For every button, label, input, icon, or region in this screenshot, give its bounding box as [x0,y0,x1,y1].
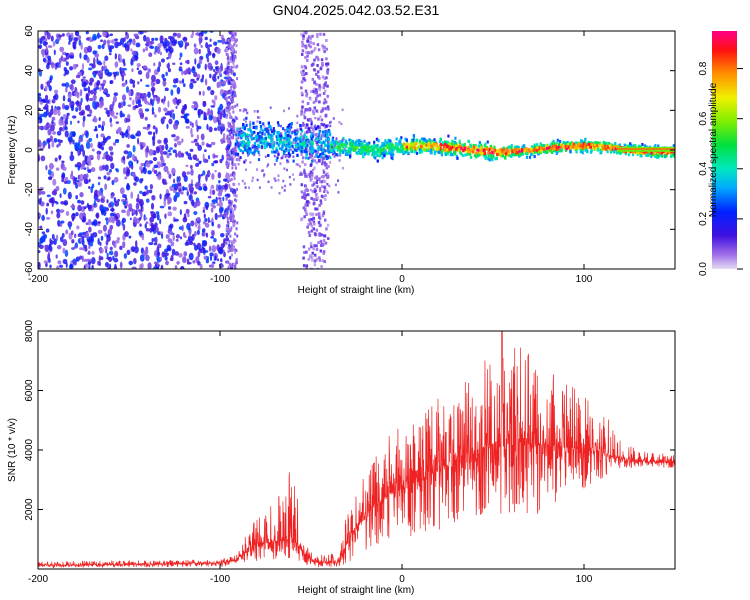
snr-ytick-label: 6000 [24,379,35,402]
colorbar: 0.0 0.2 0.4 0.6 0.8 Normalized spectral ampl… [698,31,743,276]
spectrogram-xtick-label: 100 [576,274,593,285]
spectrogram-ytick-label: -20 [24,182,35,197]
spectrogram-ytick-label: 0 [24,147,35,153]
colorbar-tick-label: 0.2 [698,212,709,226]
snr-line [38,331,675,569]
colorbar-label: Normalized spectral amplitude [708,82,719,217]
snr-xtick-label: -200 [28,574,48,585]
spectrogram-xlabel: Height of straight line (km) [298,285,415,296]
colorbar-scale [712,31,737,269]
snr-panel: -200 -100 0 100 8000 6000 4000 2000 Height of s… [7,319,676,596]
spectrogram-ylabel: Frequency (Hz) [7,116,18,185]
spectrogram-ticks: -200 -100 0 100 60 40 20 0 -20 -40 -60 [24,25,675,285]
spectrogram-xtick-label: -200 [28,274,48,285]
spectrogram-ytick-label: 60 [24,25,35,37]
snr-ytick-label: 2000 [24,498,35,521]
snr-xtick-label: 100 [576,574,593,585]
snr-ytick-label: 4000 [24,438,35,461]
spectrogram-ytick-label: -40 [24,222,35,237]
snr-series [38,331,675,569]
colorbar-tick-label: 0.4 [698,161,709,175]
snr-xlabel: Height of straight line (km) [298,585,415,596]
spectrogram-panel: -200 -100 0 100 60 40 20 0 -20 -40 -60 Height of s… [7,25,676,296]
snr-ytick-label: 8000 [24,319,35,342]
colorbar-ticks: 0.0 0.2 0.4 0.6 0.8 [698,61,743,276]
spectrogram-ytick-label: -60 [24,261,35,276]
colorbar-tick-label: 0.8 [698,61,709,75]
spectrogram-ytick-label: 40 [24,65,35,77]
snr-xtick-label: -100 [210,574,230,585]
snr-ylabel: SNR (10 * v/v) [7,418,18,482]
spectrogram-heatmap [38,31,675,269]
snr-ticks: -200 -100 0 100 8000 6000 4000 2000 [24,319,675,585]
colorbar-tick-label: 0.6 [698,111,709,125]
spectrogram-xtick-label: 0 [399,274,405,285]
snr-xtick-label: 0 [399,574,405,585]
chart-title: GN04.2025.042.03.52.E31 [273,2,440,18]
colorbar-tick-label: 0.0 [698,262,709,276]
spectrogram-xtick-label: -100 [210,274,230,285]
spectrogram-ytick-label: 20 [24,104,35,116]
